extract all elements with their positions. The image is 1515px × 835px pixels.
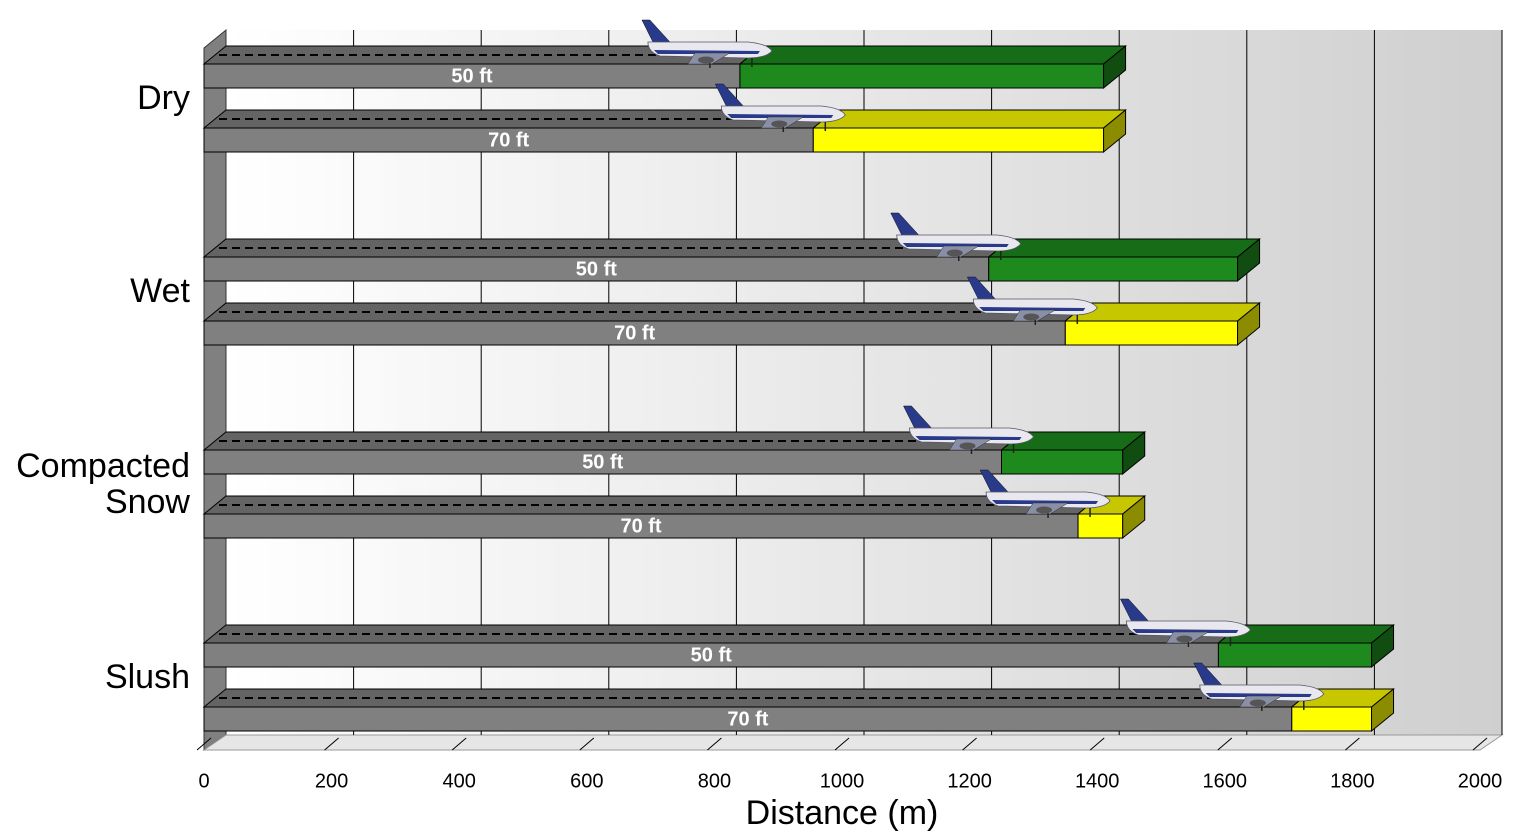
bar xyxy=(740,64,1104,88)
floor xyxy=(204,735,1502,750)
x-tick-label: 1400 xyxy=(1075,770,1120,792)
plane-engine xyxy=(771,121,787,128)
plane-engine xyxy=(698,57,714,64)
bar-top xyxy=(813,110,1125,128)
plane-engine xyxy=(960,443,976,450)
x-tick-label: 800 xyxy=(698,770,731,792)
bar-top xyxy=(740,46,1126,64)
bar-label: 50 ft xyxy=(451,65,492,87)
x-tick-label: 600 xyxy=(570,770,603,792)
plane-engine xyxy=(1250,700,1266,707)
x-axis-title: Distance (m) xyxy=(746,794,939,832)
bar-label: 70 ft xyxy=(727,708,768,730)
bar-label: 50 ft xyxy=(582,451,623,473)
x-tick-label: 1000 xyxy=(820,770,865,792)
bar xyxy=(989,257,1238,281)
plane-engine xyxy=(947,250,963,257)
x-tick-label: 0 xyxy=(198,770,209,792)
bar xyxy=(1078,514,1123,538)
chart: Distance (m) 0 200 400 600 800 1000 1200 1400 16… xyxy=(0,0,1515,835)
x-tick-label: 400 xyxy=(443,770,476,792)
y-category-label: Compacted Snow xyxy=(0,448,190,520)
plane-engine xyxy=(1023,314,1039,321)
x-tick-label: 1600 xyxy=(1203,770,1248,792)
bar xyxy=(1002,450,1123,474)
plane-engine xyxy=(1036,507,1052,514)
y-category-label: Wet xyxy=(0,273,190,309)
y-category-label: Dry xyxy=(0,80,190,116)
y-category-label: Slush xyxy=(0,659,190,695)
bar-label: 50 ft xyxy=(691,644,732,666)
bar-label: 70 ft xyxy=(620,515,661,537)
x-tick-label: 200 xyxy=(315,770,348,792)
bar-label: 70 ft xyxy=(614,322,655,344)
x-tick-label: 1200 xyxy=(947,770,992,792)
bar xyxy=(1065,321,1237,345)
x-tick-label: 2000 xyxy=(1458,770,1503,792)
x-tick-label: 1800 xyxy=(1330,770,1375,792)
bar-label: 70 ft xyxy=(488,129,529,151)
bar xyxy=(1292,707,1372,731)
bar-label: 50 ft xyxy=(576,258,617,280)
bar xyxy=(1218,643,1371,667)
bar xyxy=(813,128,1103,152)
plane-engine xyxy=(1176,636,1192,643)
chart-container: Distance (m) 0 200 400 600 800 1000 1200 1400 16… xyxy=(0,0,1515,835)
bar-top xyxy=(989,239,1260,257)
